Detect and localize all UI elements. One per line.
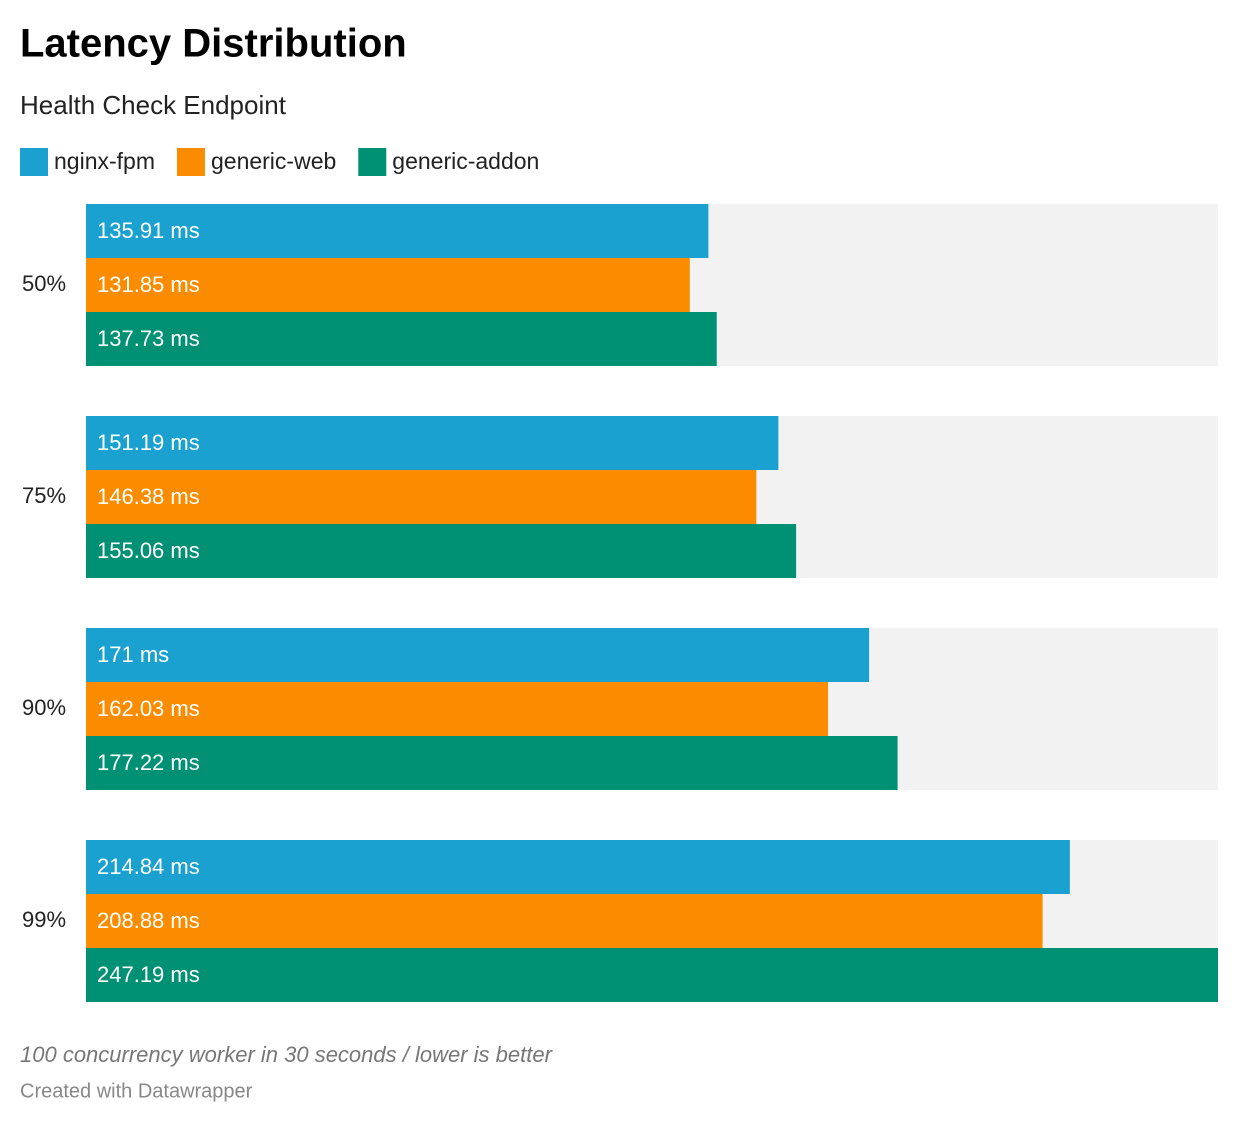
value-label: 247.19 ms (97, 962, 200, 987)
value-label: 177.22 ms (97, 750, 200, 775)
legend-label: generic-addon (392, 148, 539, 174)
value-label: 162.03 ms (97, 696, 200, 721)
legend-label: nginx-fpm (54, 148, 155, 174)
bar (86, 948, 1218, 1002)
value-label: 214.84 ms (97, 854, 200, 879)
value-label: 155.06 ms (97, 538, 200, 563)
bar (86, 470, 757, 524)
value-label: 151.19 ms (97, 430, 200, 455)
bar (86, 416, 779, 470)
value-label: 131.85 ms (97, 272, 200, 297)
bar (86, 840, 1070, 894)
legend-swatch (20, 148, 48, 176)
legend-swatch (358, 148, 387, 176)
chart-title: Latency Distribution (20, 22, 407, 66)
bar (86, 894, 1043, 948)
value-label: 146.38 ms (97, 484, 200, 509)
legend-swatch (176, 148, 205, 176)
chart-note: 100 concurrency worker in 30 seconds / l… (20, 1042, 554, 1067)
bar (86, 312, 717, 366)
y-tick-label: 99% (22, 907, 66, 932)
value-label: 137.73 ms (97, 326, 200, 351)
bar (86, 682, 829, 736)
value-label: 208.88 ms (97, 908, 200, 933)
chart-credit: Created with Datawrapper (20, 1080, 253, 1102)
value-label: 135.91 ms (97, 218, 200, 243)
bar (86, 258, 690, 312)
bar (86, 628, 870, 682)
legend-label: generic-web (211, 148, 336, 174)
value-label: 171 ms (97, 642, 169, 667)
bar (86, 736, 898, 790)
y-tick-label: 75% (22, 483, 66, 508)
y-tick-label: 50% (22, 271, 66, 296)
bar (86, 204, 709, 258)
bar (86, 524, 797, 578)
y-tick-label: 90% (22, 695, 66, 720)
chart-subtitle: Health Check Endpoint (20, 90, 287, 120)
